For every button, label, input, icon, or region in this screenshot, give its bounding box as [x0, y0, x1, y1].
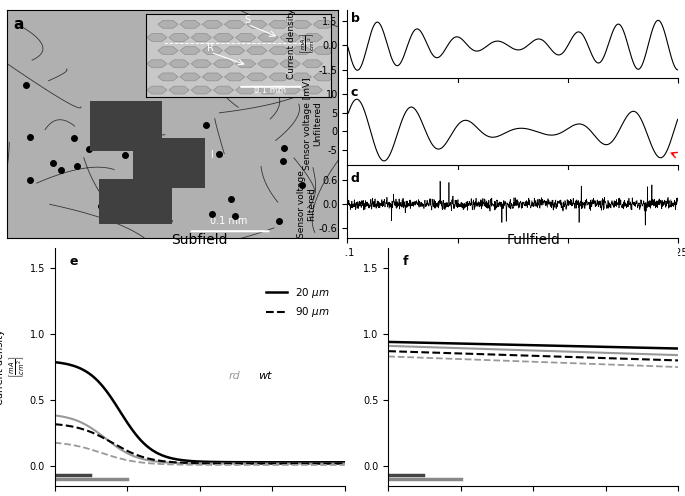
20 $\mu$m — [288, 459, 297, 465]
90 $\mu$m — [51, 421, 59, 427]
90 $\mu$m — [223, 461, 232, 467]
Text: f: f — [403, 255, 408, 268]
Text: rd: rd — [229, 371, 240, 381]
20 $\mu$m — [188, 458, 197, 464]
Title: Subfield: Subfield — [171, 233, 228, 247]
Text: b: b — [351, 12, 360, 25]
Text: wt: wt — [258, 371, 271, 381]
X-axis label: Time [s]: Time [s] — [490, 263, 536, 273]
20 $\mu$m — [208, 459, 216, 465]
90 $\mu$m — [188, 460, 197, 466]
90 $\mu$m — [288, 461, 297, 467]
20 $\mu$m — [51, 359, 59, 365]
20 $\mu$m — [223, 459, 232, 465]
20 $\mu$m — [334, 459, 342, 465]
90 $\mu$m — [340, 461, 349, 467]
Y-axis label: Sensor voltage
Filtered: Sensor voltage Filtered — [297, 170, 316, 238]
Y-axis label: Current density
$\left[\frac{mA}{cm^2}\right]$: Current density $\left[\frac{mA}{cm^2}\r… — [0, 329, 27, 405]
Text: c: c — [351, 86, 358, 99]
Y-axis label: Current density
$\left[\frac{mA}{cm^2}\right]$: Current density $\left[\frac{mA}{cm^2}\r… — [287, 8, 316, 79]
20 $\mu$m — [190, 458, 199, 464]
Text: 0.1 mm: 0.1 mm — [210, 216, 247, 226]
20 $\mu$m — [340, 459, 349, 465]
Title: Fullfield: Fullfield — [506, 233, 560, 247]
90 $\mu$m — [334, 461, 342, 467]
90 $\mu$m — [208, 460, 216, 466]
Text: d: d — [351, 173, 360, 186]
Y-axis label: Sensor voltage [mV]
Unfiltered: Sensor voltage [mV] Unfiltered — [303, 78, 323, 170]
Line: 20 $\mu$m: 20 $\mu$m — [55, 362, 345, 462]
Text: l: l — [210, 150, 213, 160]
Text: e: e — [69, 255, 78, 268]
Text: a: a — [14, 17, 24, 32]
Legend: 20 $\mu m$, 90 $\mu m$: 20 $\mu m$, 90 $\mu m$ — [262, 282, 334, 323]
90 $\mu$m — [190, 460, 199, 466]
Line: 90 $\mu$m: 90 $\mu$m — [55, 424, 345, 464]
